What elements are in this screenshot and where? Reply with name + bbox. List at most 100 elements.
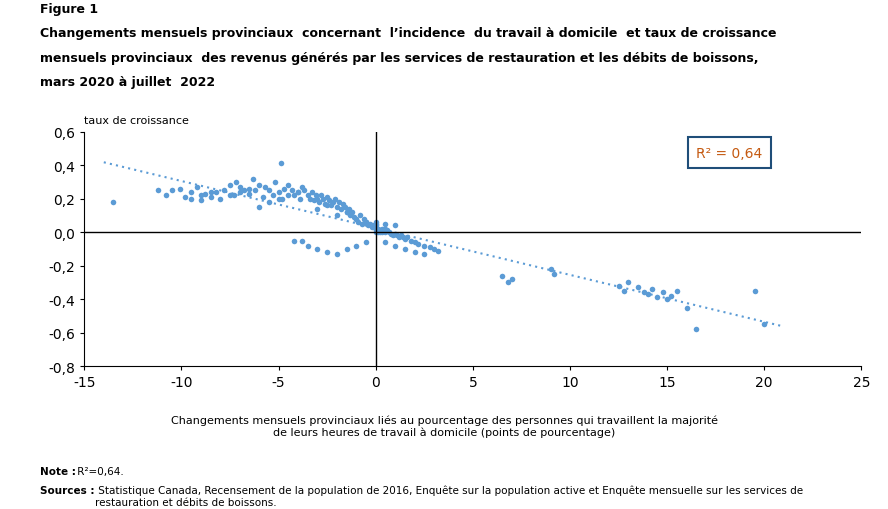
Point — [670, 287, 684, 295]
Point — [334, 205, 348, 213]
Point — [318, 200, 332, 208]
Point — [689, 326, 703, 334]
Point — [344, 212, 358, 220]
Point — [252, 182, 266, 190]
Point — [495, 272, 509, 280]
Point — [258, 183, 272, 191]
Point — [229, 179, 243, 187]
Point — [388, 230, 402, 238]
Point — [417, 250, 432, 259]
Point — [339, 245, 353, 253]
Point — [388, 222, 402, 230]
Point — [369, 227, 383, 235]
Point — [357, 215, 371, 223]
Point — [378, 229, 392, 237]
Point — [329, 212, 344, 220]
Point — [622, 279, 636, 287]
Point — [378, 239, 392, 247]
Point — [375, 229, 389, 237]
Point — [339, 209, 353, 217]
Point — [328, 195, 342, 203]
Point — [369, 229, 383, 237]
Text: mensuels provinciaux  des revenus générés par les services de restauration et le: mensuels provinciaux des revenus générés… — [40, 51, 758, 64]
Point — [370, 229, 385, 237]
Point — [248, 187, 263, 195]
Point — [377, 227, 391, 235]
Point — [369, 225, 383, 234]
Point — [246, 175, 260, 183]
Point — [242, 190, 257, 199]
Point — [396, 234, 410, 242]
Point — [382, 229, 396, 237]
Point — [347, 214, 361, 222]
Point — [337, 204, 352, 212]
Point — [427, 245, 441, 253]
Point — [332, 199, 346, 207]
Point — [398, 245, 412, 253]
Point — [351, 218, 365, 227]
Point — [159, 192, 173, 200]
Point — [217, 187, 231, 195]
Point — [757, 321, 772, 329]
Point — [640, 291, 654, 299]
Point — [272, 188, 286, 196]
Point — [172, 185, 186, 193]
Point — [275, 195, 289, 203]
Point — [612, 282, 626, 290]
Point — [107, 199, 121, 207]
Point — [617, 287, 631, 295]
Point — [367, 222, 381, 230]
Point — [361, 222, 375, 230]
Point — [359, 239, 373, 247]
Point — [291, 188, 305, 196]
Point — [345, 209, 360, 217]
Point — [630, 284, 645, 292]
Point — [194, 197, 208, 205]
Point — [341, 205, 355, 213]
Point — [336, 200, 350, 208]
Point — [203, 188, 218, 196]
Point — [359, 218, 373, 227]
Point — [369, 223, 383, 232]
Point — [359, 218, 373, 227]
Point — [380, 227, 394, 235]
Point — [349, 215, 363, 223]
Point — [547, 270, 561, 278]
Point — [313, 199, 327, 207]
Point — [301, 192, 315, 200]
Point — [311, 195, 325, 203]
Point — [400, 234, 414, 242]
Point — [262, 199, 276, 207]
Point — [355, 220, 369, 229]
Text: Changements mensuels provinciaux  concernant  l’incidence  du travail à domicile: Changements mensuels provinciaux concern… — [40, 27, 776, 40]
Point — [645, 286, 659, 294]
Point — [329, 250, 344, 259]
Point — [417, 242, 432, 250]
Point — [184, 195, 198, 203]
Point — [320, 193, 334, 202]
Point — [178, 193, 193, 202]
Point — [223, 192, 237, 200]
Point — [664, 292, 678, 300]
Point — [322, 197, 337, 205]
Point — [365, 223, 379, 232]
Point — [190, 183, 204, 191]
Point — [203, 193, 218, 202]
Point — [293, 195, 307, 203]
Point — [679, 304, 694, 312]
Point — [378, 220, 392, 229]
Point — [543, 265, 558, 273]
Point — [373, 229, 387, 237]
Point — [326, 199, 340, 207]
Point — [281, 192, 296, 200]
Text: mars 2020 à juillet  2022: mars 2020 à juillet 2022 — [40, 76, 215, 89]
Point — [184, 188, 198, 196]
Point — [423, 244, 437, 252]
Point — [285, 187, 299, 195]
Point — [369, 220, 383, 229]
Point — [295, 183, 309, 191]
Point — [213, 195, 227, 203]
Point — [375, 225, 389, 234]
Point — [262, 187, 276, 195]
Point — [392, 234, 406, 242]
